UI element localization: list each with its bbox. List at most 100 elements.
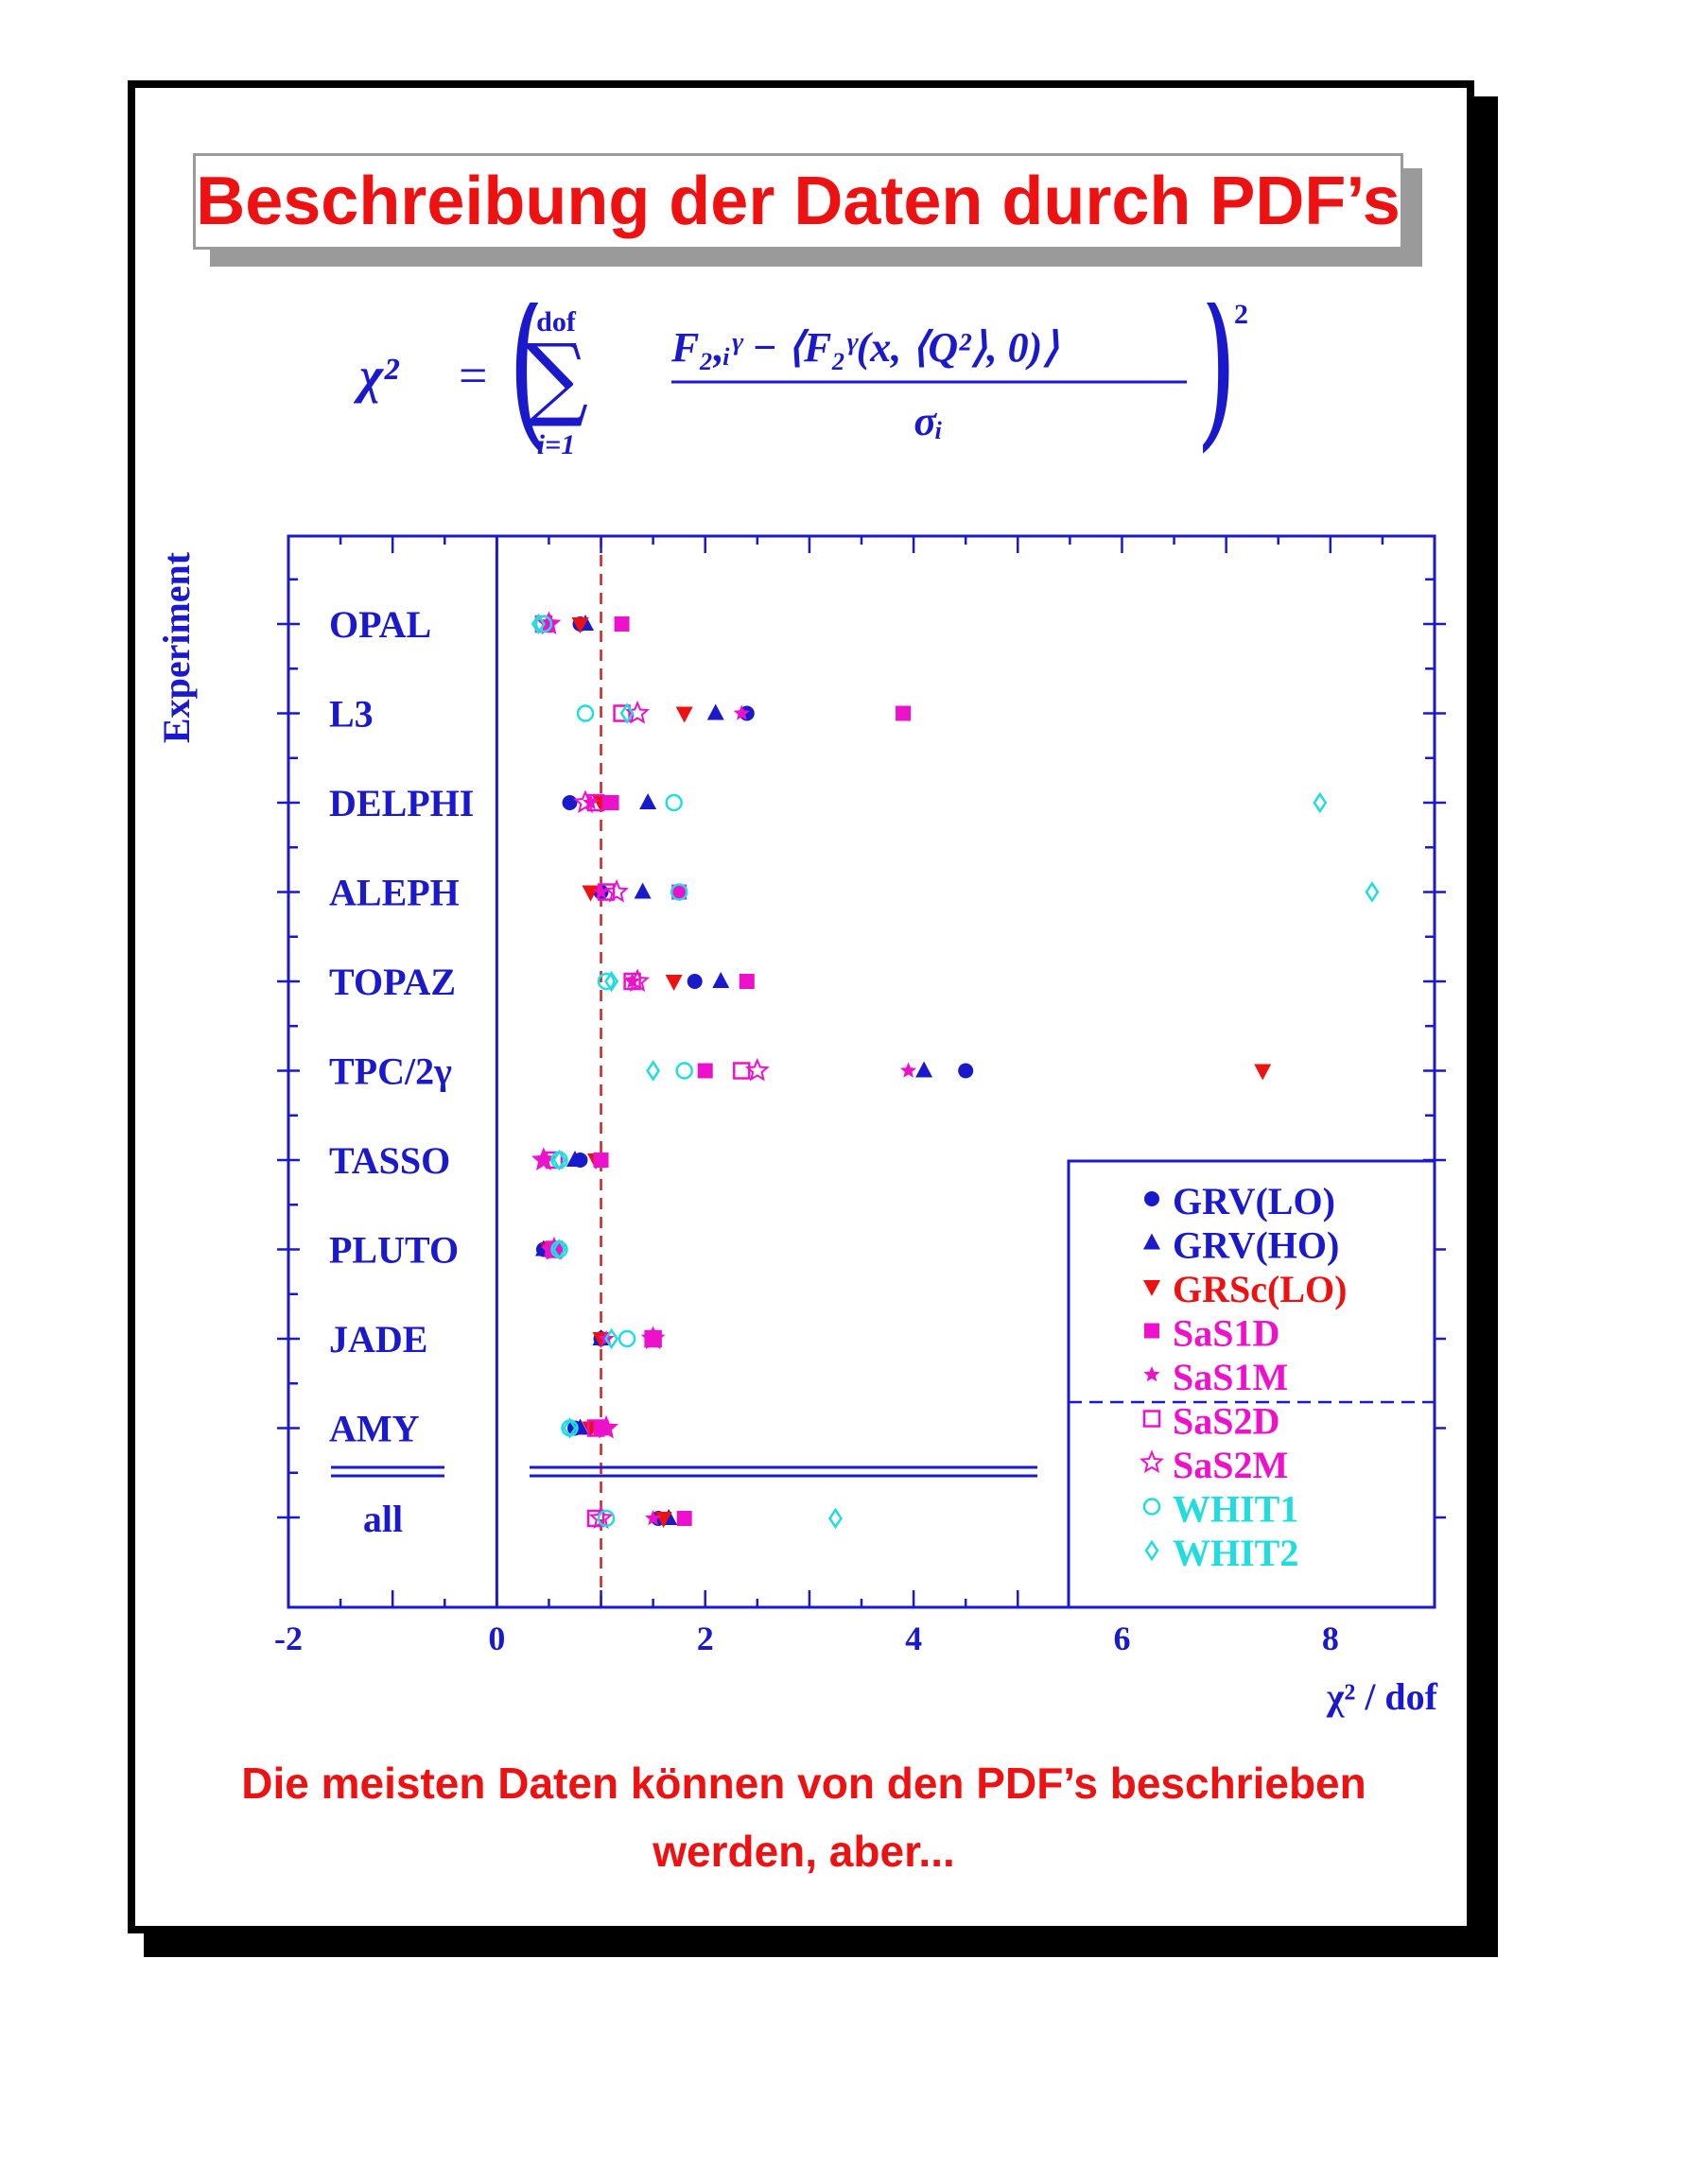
data-point-whit1: [675, 1062, 693, 1080]
data-point-whit2: [827, 1507, 843, 1530]
caption-line-2: werden, aber...: [653, 1827, 955, 1876]
data-point-grv-lo-: [562, 795, 578, 810]
data-point-sas2m: [573, 789, 598, 813]
category-label: TPC/2γ: [329, 1050, 452, 1093]
legend-label: GRSc(LO): [1173, 1268, 1347, 1310]
data-point-grv-lo-: [958, 1063, 974, 1079]
legend-marker: [1142, 1498, 1161, 1516]
data-point-sas2m: [625, 968, 651, 992]
data-point-sas2d: [586, 1419, 605, 1437]
data-point-whit1: [534, 615, 553, 633]
data-point-grv-ho-: [706, 703, 724, 720]
category-label: all: [363, 1498, 403, 1540]
category-label: L3: [329, 693, 374, 736]
legend-label: SaS1D: [1173, 1312, 1279, 1355]
legend-marker: [1143, 1366, 1160, 1382]
legend-label: WHIT2: [1173, 1532, 1298, 1574]
legend-label: WHIT1: [1173, 1488, 1298, 1531]
data-point-sas1d: [896, 705, 912, 721]
x-tick-label: 8: [1322, 1620, 1339, 1657]
left-paren: (: [508, 303, 549, 468]
data-point-whit2: [604, 970, 619, 993]
data-point-sas2d: [613, 704, 631, 722]
category-label: DELPHI: [329, 782, 474, 824]
data-point-sas2d: [733, 1062, 751, 1080]
formula-equals: =: [459, 347, 487, 404]
data-point-whit1: [597, 972, 616, 991]
category-label: TOPAZ: [329, 961, 456, 1003]
data-point-sas2m: [744, 1057, 770, 1082]
data-point-sas2m: [531, 1147, 556, 1170]
legend-label: SaS1M: [1173, 1356, 1288, 1398]
formula-power: 2: [1234, 303, 1248, 330]
legend-marker: [1144, 1539, 1159, 1562]
data-point-grv-lo-: [687, 974, 703, 989]
data-point-grsc-lo-: [1254, 1064, 1272, 1081]
data-point-grv-ho-: [634, 882, 652, 899]
data-point-sas1d: [739, 974, 755, 989]
data-point-sas1m: [645, 1510, 662, 1526]
data-point-sas2d: [545, 1151, 564, 1170]
data-point-grsc-lo-: [571, 617, 589, 633]
chi-square-formula: χ² = dof ∑ i=1 ( F₂,ᵢᵞ − ⟨F₂ᵞ(x, ⟨Q²⟩, 0…: [353, 303, 1248, 468]
caption-line-1: Die meisten Daten können von den PDF’s b…: [241, 1759, 1366, 1808]
legend-marker: [1143, 1233, 1160, 1250]
data-point-sas1d: [603, 795, 619, 810]
legend-label: SaS2D: [1173, 1400, 1279, 1443]
data-point-whit2: [531, 613, 546, 635]
data-point-whit1: [665, 793, 683, 812]
x-tick-label: -2: [274, 1620, 303, 1657]
data-point-whit2: [646, 1060, 661, 1082]
legend-marker: [1144, 1323, 1159, 1339]
data-point-sas1d: [614, 616, 630, 632]
data-point-grv-ho-: [566, 1151, 583, 1167]
legend-marker: [1140, 1449, 1164, 1473]
data-point-grsc-lo-: [675, 706, 693, 723]
right-paren: ): [1195, 303, 1237, 468]
sum-lower-limit: i=1: [537, 429, 575, 460]
formula-lhs: χ²: [353, 347, 400, 404]
data-point-sas2d: [597, 883, 616, 901]
formula-numerator: F₂,ᵢᵞ − ⟨F₂ᵞ(x, ⟨Q²⟩, 0)⟩: [670, 324, 1059, 371]
data-point-sas2m: [640, 1326, 666, 1349]
data-point-grv-ho-: [639, 793, 657, 809]
sum-sign: ∑: [524, 324, 589, 430]
slide-caption: Die meisten Daten können von den PDF’s b…: [161, 1749, 1447, 1885]
category-label: ALEPH: [329, 872, 460, 914]
legend-marker: [1144, 1191, 1159, 1206]
data-point-sas1m: [624, 973, 641, 989]
data-point-whit2: [562, 1417, 577, 1439]
x-tick-label: 6: [1113, 1620, 1130, 1657]
legend-label: SaS2M: [1173, 1444, 1288, 1486]
data-point-sas2m: [604, 878, 629, 903]
formula-denominator: σᵢ: [914, 398, 943, 444]
slide-title: Beschreibung der Daten durch PDF’s: [193, 153, 1403, 250]
data-point-sas1m: [733, 704, 750, 720]
category-label: OPAL: [329, 603, 431, 646]
y-axis-label: Experiment: [155, 551, 198, 743]
x-axis-label: χ² / dof: [1326, 1675, 1438, 1718]
category-label: JADE: [329, 1318, 427, 1361]
category-label: AMY: [329, 1408, 420, 1450]
data-point-sas1d: [671, 884, 687, 900]
legend-label: GRV(LO): [1173, 1180, 1335, 1222]
x-tick-label: 4: [905, 1620, 922, 1657]
data-point-whit2: [551, 1149, 566, 1171]
legend-marker: [1143, 1280, 1160, 1296]
data-point-whit1: [618, 1329, 636, 1348]
category-label: PLUTO: [329, 1229, 459, 1272]
legend-marker: [1142, 1410, 1161, 1428]
chi2-per-dof-chart: -2 0 2 4 6 8 OPAL L3 DELPHI ALEPH TOPAZ TPC/2γ TASS…: [155, 534, 1446, 1718]
data-point-whit2: [604, 1327, 619, 1350]
data-point-sas1m: [583, 794, 600, 810]
data-point-sas1d: [697, 1063, 713, 1079]
data-point-sas1d: [593, 1153, 609, 1168]
data-point-grv-ho-: [712, 972, 730, 988]
legend-box: [1067, 1159, 1436, 1609]
x-tick-label: 2: [697, 1620, 714, 1657]
data-point-grv-ho-: [915, 1061, 933, 1078]
data-point-sas1m: [593, 883, 610, 899]
data-point-sas2d: [586, 793, 605, 812]
data-point-whit2: [1313, 791, 1328, 814]
data-point-sas1m: [900, 1062, 917, 1078]
